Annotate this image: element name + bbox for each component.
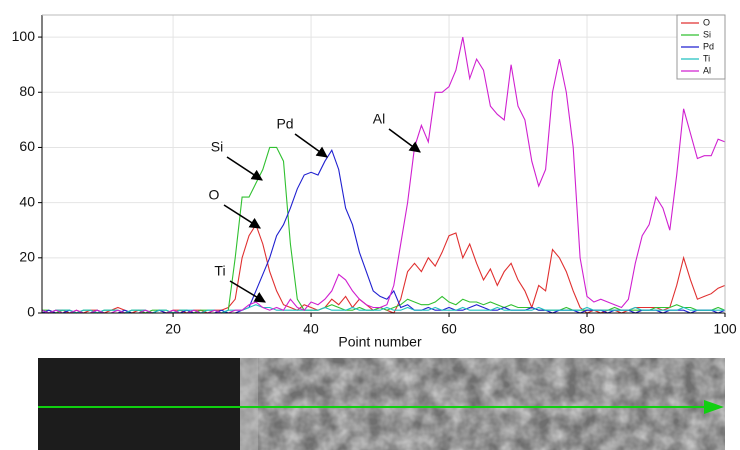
legend-label: O xyxy=(703,17,710,27)
series-line xyxy=(42,146,726,314)
x-tick-label: 20 xyxy=(165,321,181,337)
series-line xyxy=(41,304,725,314)
annotation-arrow xyxy=(223,204,261,229)
annotation-arrow xyxy=(294,133,328,158)
y-tick-label: 60 xyxy=(19,138,35,154)
y-tick-label: 40 xyxy=(19,193,35,209)
sem-image xyxy=(38,358,725,450)
legend-label: Ti xyxy=(703,53,710,63)
annotation-arrow xyxy=(226,156,263,181)
x-tick-label: 60 xyxy=(441,321,457,337)
annotation-arrow xyxy=(388,128,421,153)
x-axis-label: Point number xyxy=(338,334,422,350)
legend-label: Pd xyxy=(703,41,714,51)
annotation: Ti xyxy=(214,263,225,279)
annotation: Pd xyxy=(276,116,293,132)
series-line xyxy=(41,223,726,314)
y-tick-label: 20 xyxy=(19,249,35,265)
y-tick-label: 80 xyxy=(19,83,35,99)
series-line xyxy=(41,36,726,314)
annotation: Al xyxy=(373,111,385,127)
x-tick-label: 100 xyxy=(713,321,737,337)
annotation-arrow xyxy=(229,280,266,303)
series-line xyxy=(41,148,726,314)
x-tick-label: 80 xyxy=(579,321,595,337)
annotation: Si xyxy=(211,139,223,155)
y-tick-label: 100 xyxy=(12,28,36,44)
y-tick-label: 0 xyxy=(27,304,35,320)
x-tick-label: 40 xyxy=(303,321,319,337)
legend-label: Si xyxy=(703,29,711,39)
annotation: O xyxy=(209,187,220,203)
legend-label: Al xyxy=(703,65,711,75)
